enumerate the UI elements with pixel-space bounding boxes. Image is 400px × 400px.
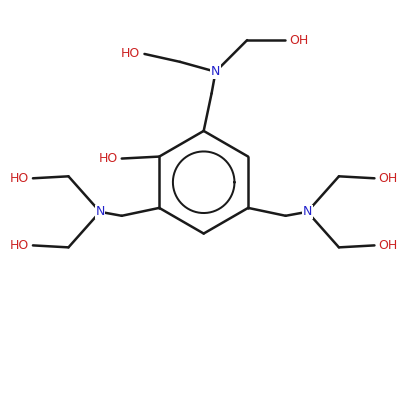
Text: OH: OH: [379, 239, 398, 252]
Text: HO: HO: [10, 172, 29, 185]
Text: HO: HO: [10, 239, 29, 252]
Text: N: N: [211, 65, 220, 78]
Text: OH: OH: [289, 34, 308, 47]
Text: HO: HO: [98, 152, 118, 165]
Text: OH: OH: [379, 172, 398, 185]
Text: HO: HO: [121, 48, 140, 60]
Text: N: N: [303, 205, 312, 218]
Text: N: N: [95, 205, 105, 218]
